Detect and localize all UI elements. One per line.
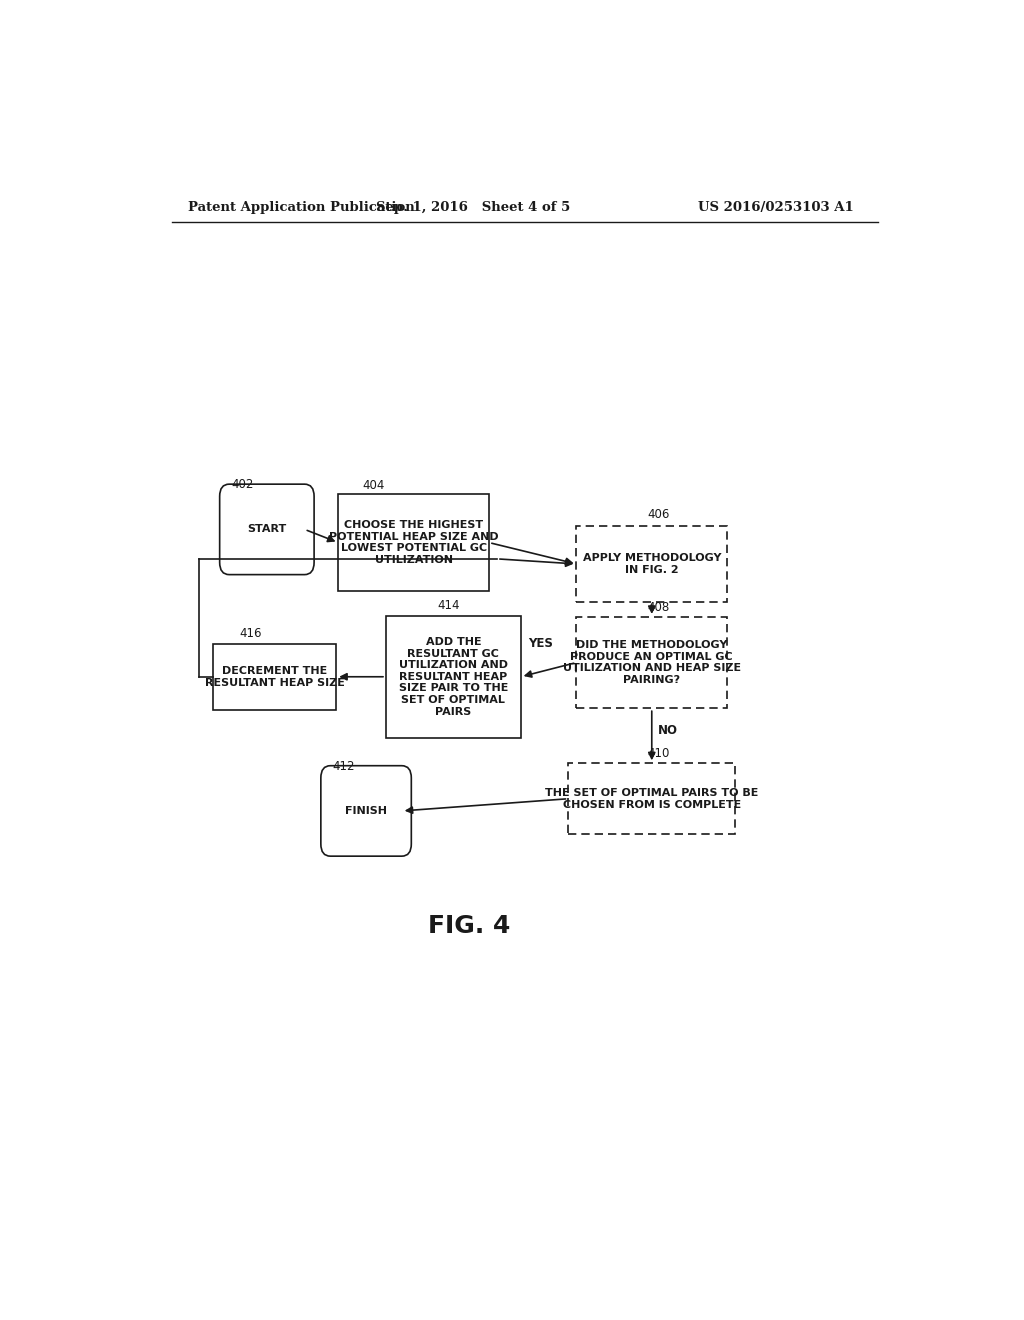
Text: APPLY METHODOLOGY
IN FIG. 2: APPLY METHODOLOGY IN FIG. 2 [583, 553, 721, 574]
Bar [213, 644, 336, 710]
Text: 406: 406 [648, 508, 670, 521]
Text: FIG. 4: FIG. 4 [428, 913, 510, 937]
Text: FINISH: FINISH [345, 807, 387, 816]
Text: YES: YES [528, 638, 553, 651]
Bar [568, 763, 735, 834]
Text: THE SET OF OPTIMAL PAIRS TO BE
CHOSEN FROM IS COMPLETE: THE SET OF OPTIMAL PAIRS TO BE CHOSEN FR… [545, 788, 759, 809]
Text: 402: 402 [231, 478, 254, 491]
Text: Patent Application Publication: Patent Application Publication [187, 201, 415, 214]
Text: CHOOSE THE HIGHEST
POTENTIAL HEAP SIZE AND
LOWEST POTENTIAL GC
UTILIZATION: CHOOSE THE HIGHEST POTENTIAL HEAP SIZE A… [329, 520, 499, 565]
Text: 414: 414 [437, 599, 460, 611]
Text: START: START [247, 524, 287, 535]
Text: DID THE METHODOLOGY
PRODUCE AN OPTIMAL GC
UTILIZATION AND HEAP SIZE
PAIRING?: DID THE METHODOLOGY PRODUCE AN OPTIMAL G… [563, 640, 740, 685]
Text: DECREMENT THE
RESULTANT HEAP SIZE: DECREMENT THE RESULTANT HEAP SIZE [205, 667, 345, 688]
Bar [386, 615, 521, 738]
Bar [338, 494, 489, 591]
Text: NO: NO [658, 725, 678, 737]
FancyBboxPatch shape [321, 766, 412, 857]
Text: Sep. 1, 2016   Sheet 4 of 5: Sep. 1, 2016 Sheet 4 of 5 [376, 201, 570, 214]
Text: 416: 416 [240, 627, 261, 640]
Text: 410: 410 [648, 747, 670, 760]
Text: US 2016/0253103 A1: US 2016/0253103 A1 [698, 201, 854, 214]
FancyBboxPatch shape [220, 484, 314, 574]
Bar [577, 525, 727, 602]
Text: ADD THE
RESULTANT GC
UTILIZATION AND
RESULTANT HEAP
SIZE PAIR TO THE
SET OF OPTI: ADD THE RESULTANT GC UTILIZATION AND RES… [398, 638, 508, 717]
Text: 404: 404 [362, 479, 384, 492]
Text: 412: 412 [333, 760, 355, 774]
Bar [577, 616, 727, 709]
Text: 408: 408 [648, 601, 670, 614]
